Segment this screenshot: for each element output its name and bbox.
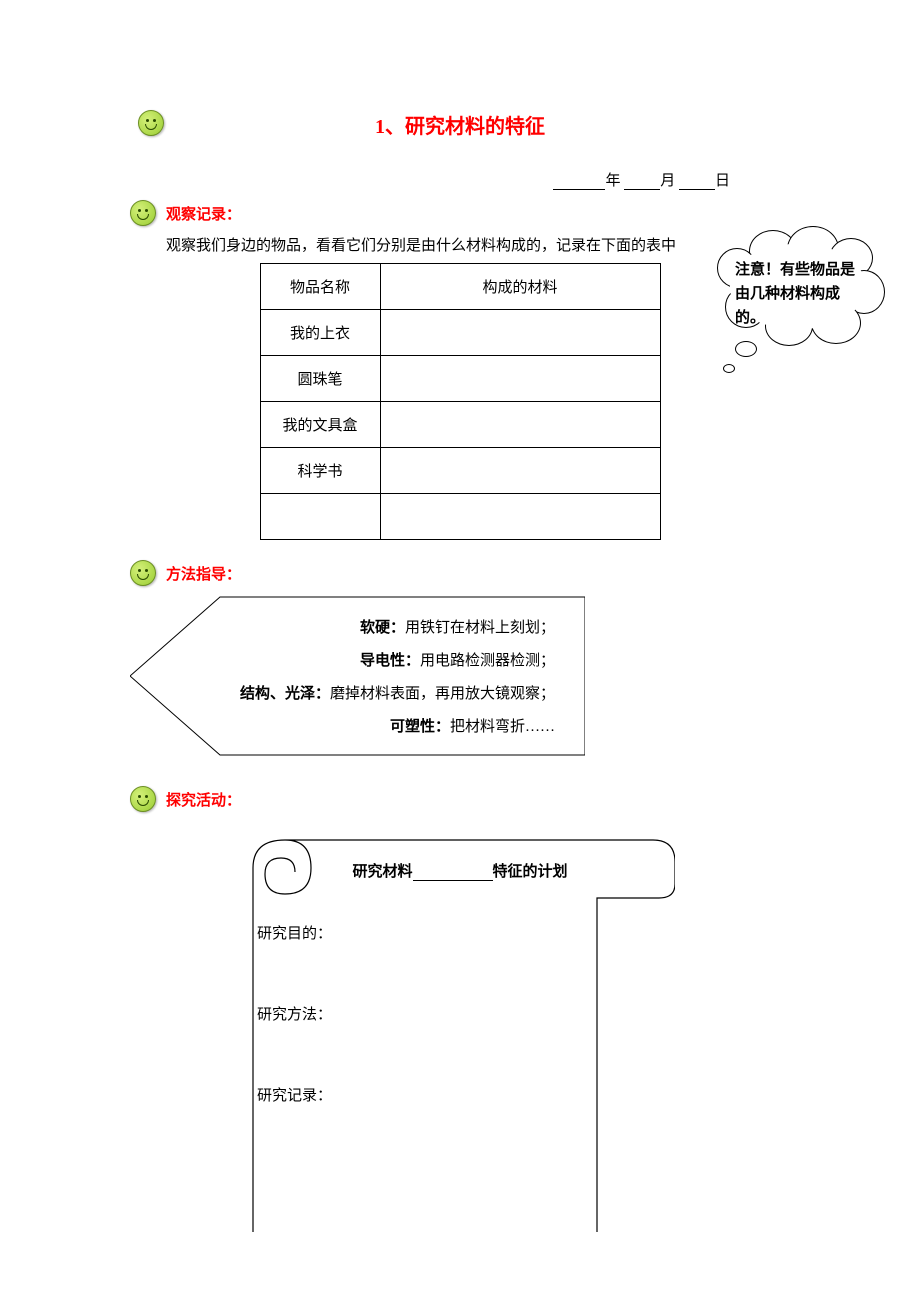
day-blank[interactable] (679, 174, 715, 191)
cell-input[interactable] (380, 402, 660, 448)
bubble-text: 注意！有些物品是由几种材料构成的。 (735, 258, 865, 330)
section-method: 方法指导： (130, 560, 790, 586)
month-blank[interactable] (624, 174, 660, 191)
method-label: 方法指导： (166, 563, 241, 584)
cell-input[interactable] (380, 448, 660, 494)
table-row: 我的上衣 (260, 310, 660, 356)
section-explore: 探究活动： (130, 786, 790, 812)
year-blank[interactable] (553, 174, 605, 191)
field-purpose: 研究目的： (257, 922, 663, 943)
scroll-plan: 研究材料特征的计划 研究目的： 研究方法： 研究记录： (245, 832, 675, 1232)
th-material: 构成的材料 (380, 264, 660, 310)
scroll-title-blank[interactable] (413, 866, 493, 881)
observe-label: 观察记录： (166, 203, 241, 224)
th-name: 物品名称 (260, 264, 380, 310)
section-observe: 观察记录： (130, 200, 790, 226)
explore-label: 探究活动： (166, 789, 241, 810)
smiley-icon (130, 560, 156, 586)
cell-input[interactable] (380, 310, 660, 356)
date-row: 年 月 日 (130, 169, 790, 190)
table-row: 我的文具盒 (260, 402, 660, 448)
observe-text: 观察我们身边的物品，看看它们分别是由什么材料构成的，记录在下面的表中 (166, 234, 790, 255)
method-line: 结构、光泽：磨掉材料表面，再用放大镜观察； (130, 678, 585, 711)
observation-table: 物品名称 构成的材料 我的上衣 圆珠笔 我的文具盒 科学书 (260, 263, 661, 540)
cell-input[interactable] (380, 356, 660, 402)
field-method: 研究方法： (257, 1003, 663, 1024)
page-title: 1、研究材料的特征 (130, 110, 790, 139)
smiley-icon (138, 110, 164, 136)
table-row: 科学书 (260, 448, 660, 494)
field-record: 研究记录： (257, 1084, 663, 1105)
scroll-body: 研究目的： 研究方法： 研究记录： (257, 922, 663, 1165)
table-header-row: 物品名称 构成的材料 (260, 264, 660, 310)
method-line: 导电性：用电路检测器检测； (130, 645, 585, 678)
table-row (260, 494, 660, 540)
thought-bubble: 注意！有些物品是由几种材料构成的。 (715, 230, 895, 385)
smiley-icon (130, 786, 156, 812)
scroll-title: 研究材料特征的计划 (245, 860, 675, 881)
cell-input[interactable] (260, 494, 380, 540)
method-box: 软硬：用铁钉在材料上刻划； 导电性：用电路检测器检测； 结构、光泽：磨掉材料表面… (130, 596, 585, 756)
method-line: 软硬：用铁钉在材料上刻划； (130, 612, 585, 645)
method-line: 可塑性：把材料弯折…… (130, 711, 585, 744)
smiley-icon (130, 200, 156, 226)
cell-input[interactable] (380, 494, 660, 540)
table-row: 圆珠笔 (260, 356, 660, 402)
